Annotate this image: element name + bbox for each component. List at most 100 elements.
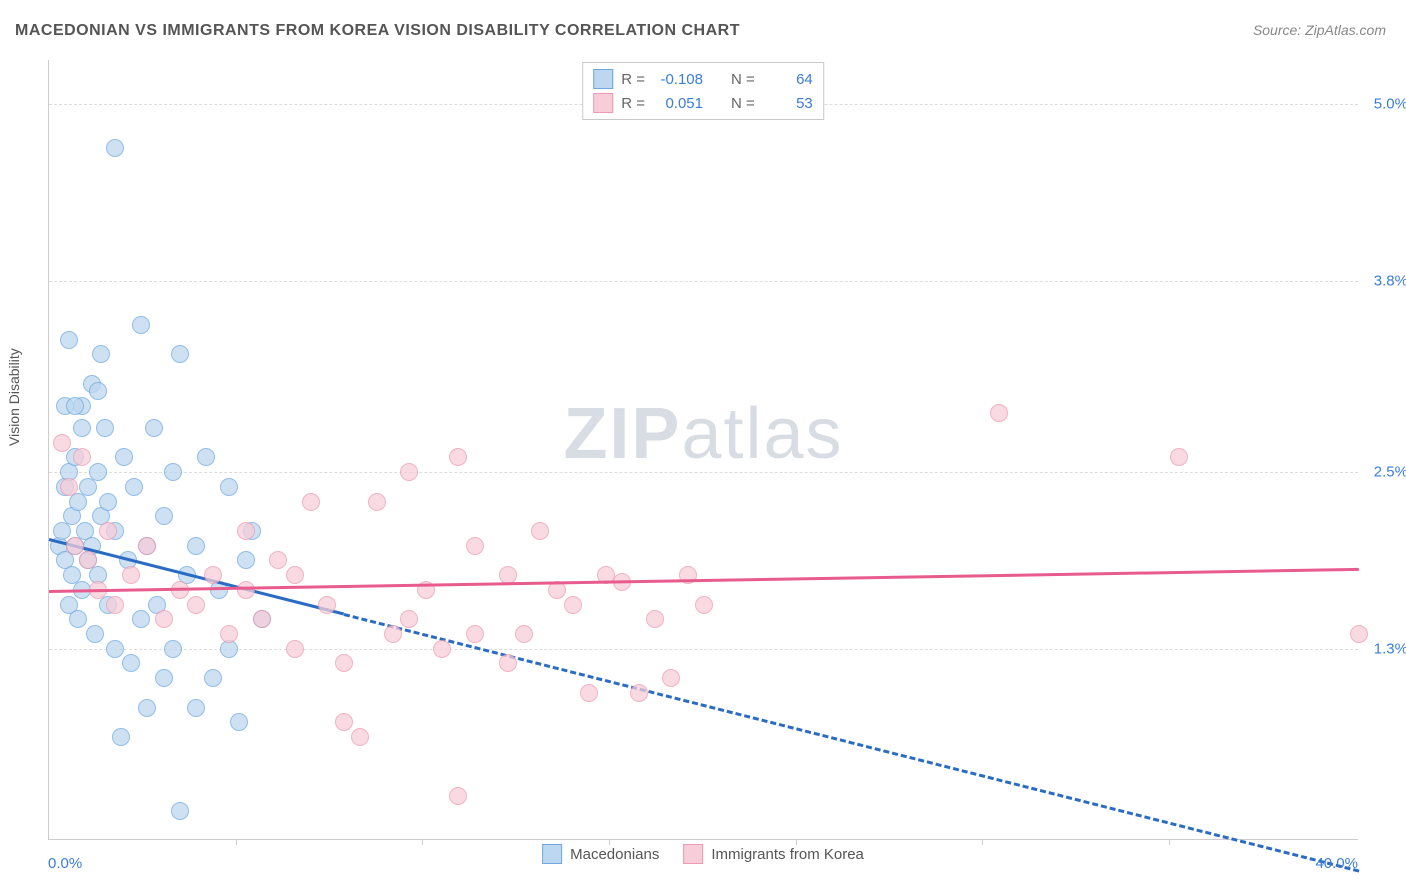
scatter-point <box>335 713 353 731</box>
chart-container: MACEDONIAN VS IMMIGRANTS FROM KOREA VISI… <box>0 0 1406 892</box>
chart-title: MACEDONIAN VS IMMIGRANTS FROM KOREA VISI… <box>15 22 740 40</box>
scatter-point <box>662 669 680 687</box>
scatter-point <box>187 537 205 555</box>
scatter-point <box>122 566 140 584</box>
scatter-point <box>132 316 150 334</box>
scatter-point <box>630 684 648 702</box>
scatter-point <box>269 551 287 569</box>
scatter-point <box>122 654 140 672</box>
x-tick <box>1169 839 1170 845</box>
scatter-point <box>204 669 222 687</box>
gridline <box>49 281 1358 282</box>
scatter-point <box>138 699 156 717</box>
scatter-point <box>66 397 84 415</box>
scatter-point <box>96 419 114 437</box>
r-label: R = <box>621 71 645 88</box>
legend-item: Macedonians <box>542 844 659 864</box>
legend-label: Macedonians <box>570 846 659 863</box>
scatter-point <box>515 625 533 643</box>
r-value: 0.051 <box>653 95 703 112</box>
legend-row: R =-0.108N =64 <box>593 67 813 91</box>
scatter-point <box>580 684 598 702</box>
scatter-point <box>1170 448 1188 466</box>
scatter-point <box>171 345 189 363</box>
legend-row: R = 0.051 N = 53 <box>593 91 813 115</box>
scatter-point <box>384 625 402 643</box>
gridline <box>49 649 1358 650</box>
x-axis-max-label: 40.0% <box>1315 855 1358 872</box>
scatter-point <box>99 522 117 540</box>
scatter-point <box>253 610 271 628</box>
scatter-point <box>204 566 222 584</box>
scatter-point <box>237 551 255 569</box>
scatter-point <box>145 419 163 437</box>
legend-swatch <box>593 93 613 113</box>
scatter-point <box>302 493 320 511</box>
scatter-point <box>106 596 124 614</box>
n-label: N = <box>731 71 755 88</box>
x-tick <box>982 839 983 845</box>
scatter-point <box>132 610 150 628</box>
scatter-point <box>92 345 110 363</box>
scatter-point <box>73 419 91 437</box>
scatter-point <box>164 640 182 658</box>
y-axis-title: Vision Disability <box>6 348 22 446</box>
scatter-point <box>286 566 304 584</box>
scatter-point <box>125 478 143 496</box>
n-value: 64 <box>763 71 813 88</box>
legend-item: Immigrants from Korea <box>683 844 864 864</box>
y-tick-label: 5.0% <box>1374 96 1406 113</box>
scatter-point <box>79 551 97 569</box>
scatter-point <box>466 625 484 643</box>
r-label: R = <box>621 95 645 112</box>
y-tick-label: 1.3% <box>1374 640 1406 657</box>
scatter-point <box>187 596 205 614</box>
scatter-point <box>89 382 107 400</box>
legend-swatch <box>683 844 703 864</box>
legend-label: Immigrants from Korea <box>711 846 864 863</box>
legend-series: Macedonians Immigrants from Korea <box>542 844 864 864</box>
scatter-point <box>106 640 124 658</box>
y-tick-label: 3.8% <box>1374 272 1406 289</box>
scatter-point <box>155 610 173 628</box>
scatter-point <box>138 537 156 555</box>
n-value: 53 <box>763 95 813 112</box>
scatter-point <box>368 493 386 511</box>
x-axis-min-label: 0.0% <box>48 855 82 872</box>
scatter-point <box>564 596 582 614</box>
scatter-point <box>433 640 451 658</box>
scatter-point <box>286 640 304 658</box>
plot-area: ZIPatlas 1.3%2.5%3.8%5.0% <box>48 60 1358 840</box>
scatter-point <box>449 448 467 466</box>
legend-correlation: R =-0.108N =64R =0.051N =53 <box>582 62 824 120</box>
x-tick <box>422 839 423 845</box>
scatter-point <box>237 581 255 599</box>
scatter-point <box>69 610 87 628</box>
scatter-point <box>115 448 133 466</box>
scatter-point <box>400 463 418 481</box>
scatter-point <box>499 654 517 672</box>
scatter-point <box>112 728 130 746</box>
scatter-point <box>164 463 182 481</box>
scatter-point <box>106 139 124 157</box>
scatter-point <box>351 728 369 746</box>
scatter-point <box>1350 625 1368 643</box>
trend-line <box>343 613 1359 873</box>
scatter-point <box>197 448 215 466</box>
legend-swatch <box>542 844 562 864</box>
scatter-point <box>155 669 173 687</box>
scatter-point <box>990 404 1008 422</box>
y-tick-label: 2.5% <box>1374 464 1406 481</box>
watermark: ZIPatlas <box>563 393 843 475</box>
scatter-point <box>646 610 664 628</box>
gridline <box>49 472 1358 473</box>
scatter-point <box>73 448 91 466</box>
n-label: N = <box>731 95 755 112</box>
scatter-point <box>171 802 189 820</box>
scatter-point <box>531 522 549 540</box>
scatter-point <box>220 478 238 496</box>
scatter-point <box>89 463 107 481</box>
scatter-point <box>449 787 467 805</box>
scatter-point <box>60 331 78 349</box>
scatter-point <box>53 434 71 452</box>
